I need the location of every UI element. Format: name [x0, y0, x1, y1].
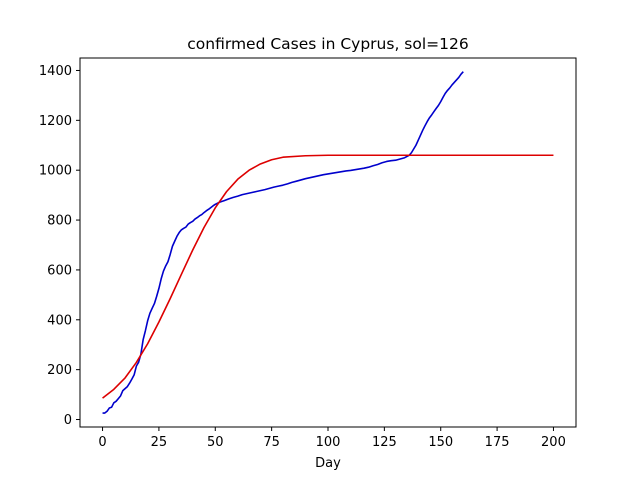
y-tick-label: 1000 [39, 164, 72, 179]
x-tick-label: 125 [372, 435, 397, 450]
series-line-confirmed [102, 71, 464, 414]
x-tick-label: 150 [428, 435, 453, 450]
x-tick-label: 50 [207, 435, 224, 450]
y-axis-ticks: 0 200 400 600 800 1000 1200 1400 [39, 64, 80, 428]
x-tick-label: 200 [541, 435, 566, 450]
x-tick-label: 100 [316, 435, 341, 450]
series-layer [102, 71, 554, 414]
x-tick-label: 75 [263, 435, 280, 450]
y-tick-label: 400 [47, 313, 72, 328]
chart-title: confirmed Cases in Cyprus, sol=126 [187, 35, 468, 53]
y-tick-label: 1200 [39, 114, 72, 129]
x-tick-label: 25 [151, 435, 168, 450]
x-axis-ticks: 0 25 50 75 100 125 150 175 200 [98, 427, 566, 450]
x-axis-label: Day [315, 456, 341, 471]
y-tick-label: 1400 [39, 64, 72, 79]
x-tick-label: 0 [98, 435, 106, 450]
y-tick-label: 800 [47, 214, 72, 229]
y-tick-label: 0 [64, 413, 72, 428]
y-tick-label: 200 [47, 363, 72, 378]
series-line-fit [102, 154, 554, 399]
plot-frame [79, 57, 577, 428]
y-tick-label: 600 [47, 263, 72, 278]
x-tick-label: 175 [485, 435, 510, 450]
